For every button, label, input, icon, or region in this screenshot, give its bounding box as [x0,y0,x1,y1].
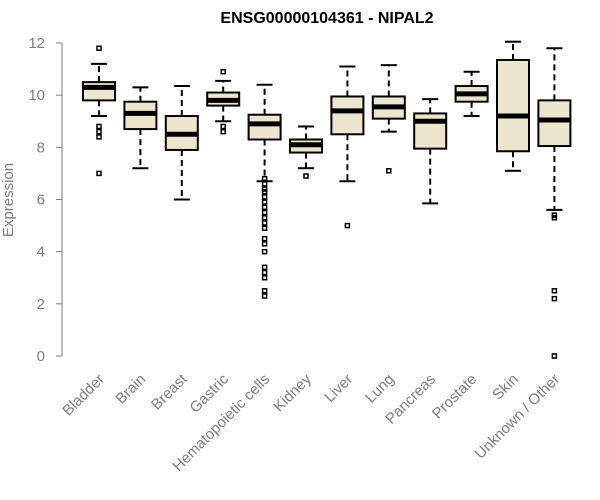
outlier-point [261,220,268,226]
y-tick-label: 2 [37,296,45,313]
outlier-point [96,134,102,140]
box-breast [164,85,199,201]
x-tick-label: Lung [362,371,398,407]
outlier-point [261,225,268,231]
plot-area [82,40,572,359]
y-tick-label: 4 [37,244,45,261]
box-unknown-other [537,47,572,359]
outlier-point [261,188,268,195]
outlier-point [220,123,226,130]
box-skin [496,40,530,172]
outlier-point [261,264,268,271]
outlier-point [261,209,268,216]
outlier-point [261,269,268,276]
x-tick-label: Brain [112,371,149,408]
box-bladder [82,45,116,177]
box-gastric [206,68,241,135]
outlier-point [261,235,268,242]
x-tick-label: Prostate [429,371,481,423]
outlier-point [261,175,268,182]
outlier-point [551,353,558,359]
outlier-point [344,222,351,229]
box-prostate [454,70,489,118]
outlier-point [261,199,268,205]
outlier-point [220,128,226,135]
outlier-point [96,123,102,130]
outlier-point [261,215,268,221]
y-axis-label: Expression [0,163,17,237]
outlier-point [261,288,268,294]
y-tick-label: 10 [28,87,45,104]
y-axis: 0 2 4 6 8 10 12 [28,35,63,365]
outlier-point [261,204,268,211]
box-hematopoietic-cells [247,83,282,299]
outlier-point [261,248,268,255]
x-tick-label: Breast [148,370,191,413]
outlier-point [96,170,102,177]
box-pancreas [413,98,448,205]
y-tick-label: 8 [37,139,45,156]
outlier-point [220,68,226,75]
outlier-point [96,128,102,135]
iqr-box [413,112,448,150]
box-brain [123,86,158,170]
outlier-point [386,168,392,174]
iqr-box [496,58,530,153]
box-lung [371,64,406,174]
x-tick-label: Bladder [59,371,108,420]
outlier-point [261,293,268,299]
outlier-point [261,194,268,200]
x-tick-label: Kidney [270,370,315,415]
y-tick-label: 12 [28,35,45,52]
box-kidney [289,125,323,179]
iqr-box [330,95,365,136]
outlier-point [303,173,309,179]
outlier-point [96,45,102,51]
outlier-point [551,215,558,221]
iqr-box [537,99,572,148]
outlier-point [261,275,268,281]
outlier-point [551,288,558,294]
chart-title: ENSG00000104361 - NIPAL2 [220,10,433,27]
y-tick-label: 0 [37,348,45,365]
y-tick-label: 6 [37,192,45,209]
box-liver [330,65,365,229]
outlier-point [261,181,268,187]
x-tick-label: Liver [321,371,356,406]
x-tick-label: Skin [489,371,522,404]
outlier-point [261,241,268,247]
outlier-point [551,295,558,302]
iqr-box [247,113,282,141]
